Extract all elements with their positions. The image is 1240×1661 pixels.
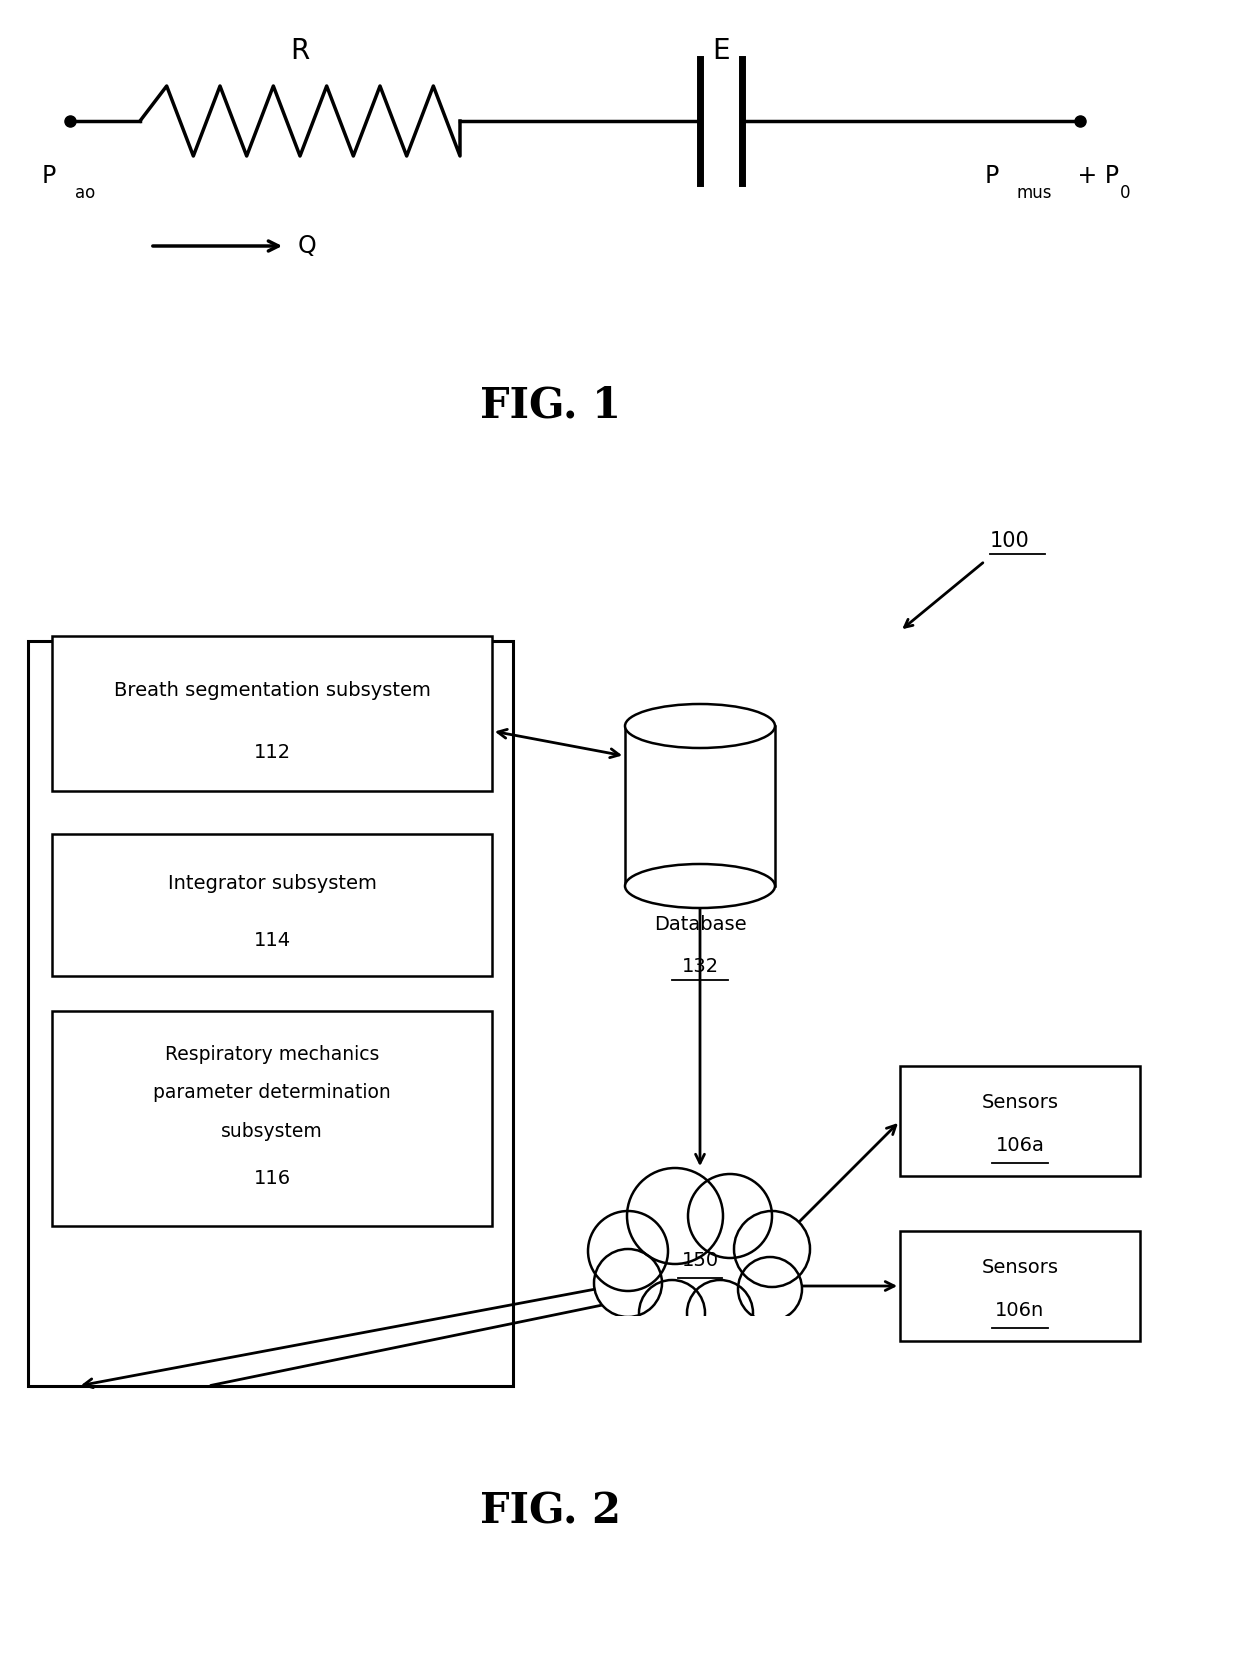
- Text: Sensors: Sensors: [982, 1257, 1059, 1277]
- Circle shape: [734, 1211, 810, 1287]
- Text: 106n: 106n: [996, 1301, 1044, 1320]
- FancyBboxPatch shape: [52, 1012, 492, 1226]
- Text: 114: 114: [253, 932, 290, 950]
- Text: 150: 150: [682, 1251, 718, 1271]
- Circle shape: [627, 1168, 723, 1264]
- Text: Database: Database: [653, 915, 746, 933]
- Text: Breath segmentation subsystem: Breath segmentation subsystem: [114, 681, 430, 699]
- FancyBboxPatch shape: [52, 636, 492, 791]
- Text: R: R: [290, 37, 310, 65]
- Text: P: P: [985, 164, 999, 188]
- Ellipse shape: [625, 704, 775, 747]
- Text: Q: Q: [298, 234, 316, 257]
- Text: ao: ao: [74, 184, 95, 203]
- Circle shape: [688, 1174, 773, 1257]
- Text: 112: 112: [253, 742, 290, 762]
- Text: 100: 100: [990, 532, 1029, 551]
- Text: Respiratory mechanics: Respiratory mechanics: [165, 1045, 379, 1063]
- Text: Sensors: Sensors: [982, 1093, 1059, 1111]
- FancyBboxPatch shape: [29, 641, 513, 1385]
- Circle shape: [588, 1211, 668, 1291]
- Text: 102: 102: [205, 686, 244, 706]
- Text: 0: 0: [1120, 184, 1131, 203]
- Circle shape: [594, 1249, 662, 1317]
- Text: Server(s): Server(s): [87, 686, 182, 706]
- Text: 106a: 106a: [996, 1136, 1044, 1154]
- Text: + P: + P: [1070, 164, 1118, 188]
- FancyBboxPatch shape: [900, 1066, 1140, 1176]
- Text: 132: 132: [682, 957, 718, 975]
- Text: E: E: [712, 37, 730, 65]
- Ellipse shape: [625, 864, 775, 909]
- FancyBboxPatch shape: [52, 834, 492, 977]
- Polygon shape: [590, 1316, 810, 1350]
- Text: P: P: [42, 164, 56, 188]
- Text: FIG. 1: FIG. 1: [480, 385, 620, 427]
- Circle shape: [738, 1257, 802, 1320]
- FancyBboxPatch shape: [900, 1231, 1140, 1340]
- Text: FIG. 2: FIG. 2: [480, 1490, 620, 1531]
- Text: subsystem: subsystem: [221, 1121, 322, 1141]
- Ellipse shape: [620, 1216, 780, 1306]
- Text: 116: 116: [253, 1169, 290, 1188]
- Text: Integrator subsystem: Integrator subsystem: [167, 874, 377, 894]
- Text: parameter determination: parameter determination: [153, 1083, 391, 1103]
- Circle shape: [639, 1281, 706, 1345]
- Circle shape: [687, 1281, 753, 1345]
- Polygon shape: [625, 726, 775, 885]
- Text: mus: mus: [1017, 184, 1053, 203]
